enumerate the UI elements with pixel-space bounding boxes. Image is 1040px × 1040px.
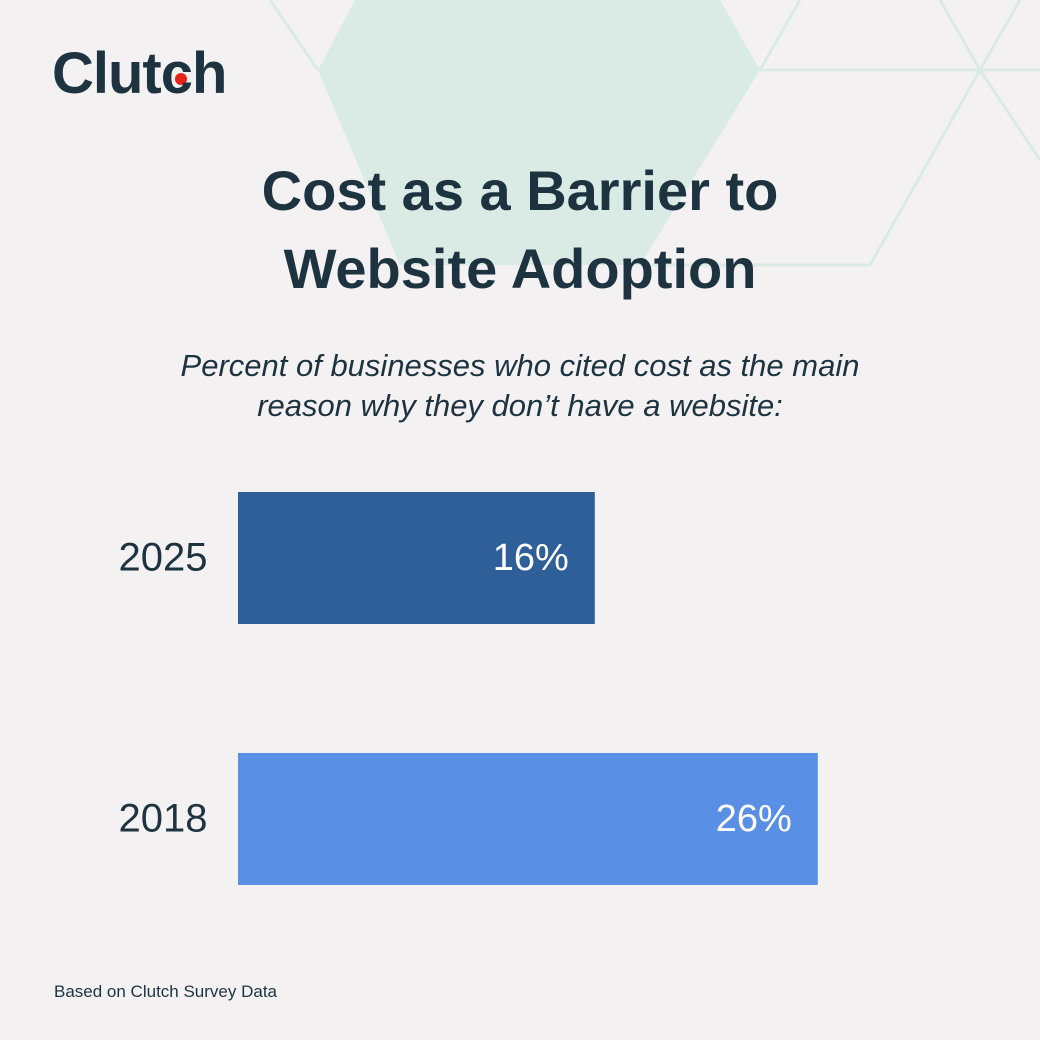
- category-label: 2025: [119, 536, 208, 580]
- source-note: Based on Clutch Survey Data: [54, 982, 278, 1001]
- chart-title: Cost as a Barrier to Website Adoption: [261, 159, 779, 300]
- logo: Clutch: [52, 41, 227, 106]
- chart-subtitle: Percent of businesses who cited cost as …: [180, 348, 860, 423]
- logo-dot: [175, 73, 187, 85]
- value-label: 26%: [716, 798, 792, 840]
- value-label: 16%: [493, 537, 569, 579]
- bar: [238, 753, 818, 885]
- background-decoration: [268, 0, 1040, 267]
- category-label: 2018: [119, 797, 208, 841]
- bar: [238, 492, 595, 624]
